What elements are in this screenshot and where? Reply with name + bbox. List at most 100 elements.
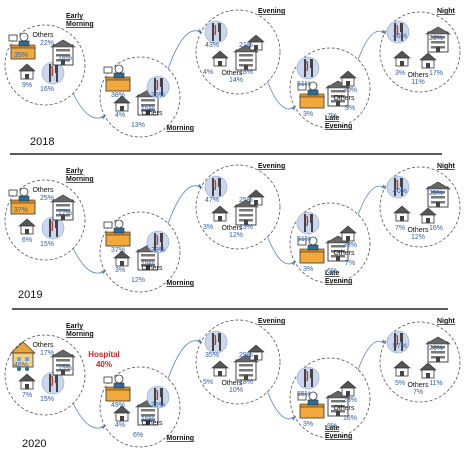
- house-icon: [247, 189, 265, 206]
- circle-2018-p5: [379, 11, 461, 93]
- percent-value: 3%: [303, 111, 313, 118]
- percent-value: 11%: [411, 79, 425, 86]
- circle-2018-p1: [4, 24, 86, 106]
- hospital-label: Hospital: [88, 350, 120, 359]
- percent-value: 33%: [343, 242, 357, 249]
- circle-2020-p3: [195, 319, 281, 405]
- circle-2020-p4: [289, 357, 371, 439]
- period-label: Evening: [258, 163, 285, 170]
- building-icon: [49, 194, 77, 221]
- restaurant-icon: [386, 175, 410, 199]
- house-icon: [113, 95, 131, 112]
- house-icon: [393, 205, 411, 222]
- percent-value: 5%: [395, 380, 405, 387]
- period-label: Night: [437, 8, 456, 15]
- restaurant-icon: [386, 330, 410, 354]
- house-icon: [419, 362, 437, 379]
- period-labels: EarlyMorningEarly MorningOthers35%22%18%…: [14, 8, 456, 442]
- house-icon: [339, 70, 357, 87]
- percent-value: 6%: [22, 237, 32, 244]
- percent-value: 35%: [205, 352, 219, 359]
- percent-value: 7%: [395, 225, 405, 232]
- percent-value: 49%: [111, 402, 125, 409]
- percent-value: 12%: [131, 277, 145, 284]
- percent-value: 15%: [58, 365, 72, 372]
- percent-value: 12%: [411, 234, 425, 241]
- circle-2019-p2: [99, 211, 181, 293]
- house-icon: [211, 205, 229, 222]
- others-label: Others: [221, 70, 243, 77]
- house-icon: [113, 405, 131, 422]
- desk-icon: [297, 236, 325, 264]
- percent-value: 17%: [429, 70, 443, 77]
- percent-value: 5%: [203, 379, 213, 386]
- circle-2018-p3: [195, 9, 281, 95]
- activity-icons: [8, 20, 452, 426]
- desk-icon: [103, 219, 131, 247]
- others-label: Others: [141, 265, 163, 272]
- house-icon: [339, 225, 357, 242]
- period-label: Evening: [325, 123, 352, 130]
- percent-value: 13%: [239, 224, 253, 231]
- building-icon: [49, 349, 77, 376]
- percent-value: 3%: [303, 421, 313, 428]
- percent-value: 30%: [343, 87, 357, 94]
- percent-value: 57%: [393, 343, 407, 350]
- restaurant-icon: [204, 175, 228, 199]
- circle-2019-p1: [4, 179, 86, 261]
- period-label: Morning: [66, 21, 94, 28]
- circle-2019-p4: [289, 202, 371, 284]
- transition-arrow: [357, 185, 387, 216]
- percent-value: 7%: [345, 260, 355, 267]
- percent-value: 4%: [203, 69, 213, 76]
- others-label: Others: [333, 405, 355, 412]
- percent-value: 8%: [327, 423, 337, 430]
- percent-value: 15%: [40, 241, 54, 248]
- house-icon: [419, 52, 437, 69]
- period-label: Early: [66, 323, 83, 330]
- circle-2019-p3: [195, 164, 281, 250]
- period-label: Late: [325, 115, 340, 122]
- restaurant-icon: [296, 366, 320, 390]
- year-label-2018: 2018: [30, 136, 54, 148]
- period-label: Morning: [166, 280, 194, 287]
- house-icon: [18, 63, 36, 80]
- others-label: Others: [32, 32, 54, 39]
- percent-value: 51%: [297, 236, 311, 243]
- percent-value: 6%: [133, 432, 143, 439]
- percent-value: 3%: [303, 266, 313, 273]
- percent-value: 16%: [343, 415, 357, 422]
- arrow-head: [291, 106, 296, 111]
- percent-value: 14%: [229, 77, 243, 84]
- house-icon: [113, 250, 131, 267]
- percent-value: 6%: [327, 268, 337, 275]
- house-icon: [393, 360, 411, 377]
- period-label: Night: [437, 163, 456, 170]
- others-label: Others: [32, 187, 54, 194]
- percent-value: 38%: [111, 92, 125, 99]
- percent-value: 16%: [40, 86, 54, 93]
- percent-value: 13%: [131, 122, 145, 129]
- percent-value: 55%: [297, 391, 311, 398]
- percent-value: 20%: [429, 345, 443, 352]
- percent-value: 25%: [151, 402, 165, 409]
- others-label: Others: [221, 380, 243, 387]
- percent-value: 25%: [151, 92, 165, 99]
- period-label: Morning: [166, 435, 194, 442]
- house-icon: [247, 344, 265, 361]
- restaurant-icon: [146, 385, 170, 409]
- percent-value: 4%: [115, 422, 125, 429]
- period-label: Night: [437, 318, 456, 325]
- percent-value: 29%: [239, 352, 253, 359]
- percent-value: 15%: [141, 106, 155, 113]
- percent-value: 16%: [429, 225, 443, 232]
- percent-value: 40%: [393, 188, 407, 195]
- percent-value: 18%: [239, 69, 253, 76]
- desk-icon: [8, 32, 36, 60]
- others-label: Others: [32, 342, 54, 349]
- percent-value: 12%: [229, 232, 243, 239]
- percent-value: 21%: [239, 42, 253, 49]
- circle-2018-p4: [289, 47, 371, 129]
- desk-icon: [103, 374, 131, 402]
